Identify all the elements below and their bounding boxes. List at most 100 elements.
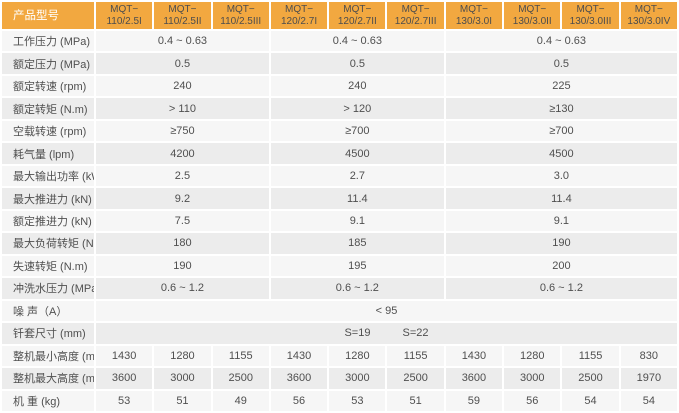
spec-value-cell: 0.6 ~ 1.2: [270, 278, 444, 299]
spec-value-cell: ≥700: [270, 120, 444, 142]
col-header: MQT− 110/2.5II: [154, 2, 211, 29]
spec-value-cell: 53: [96, 390, 153, 411]
table-row: 空载转速 (rpm) ≥750 ≥700 ≥700: [2, 120, 677, 142]
spec-value-cell: 1280: [154, 345, 211, 367]
spec-value-cell: 0.5: [270, 53, 444, 74]
col-header: MQT− 120/2.7III: [387, 2, 444, 29]
spec-value-cell: 2.7: [270, 165, 444, 187]
spec-value-cell: 4500: [270, 143, 444, 164]
spec-value-cell: 53: [329, 390, 386, 411]
spec-value-cell: 11.4: [445, 188, 677, 209]
table-row: 最大推进力 (kN) 9.2 11.4 11.4: [2, 188, 677, 209]
sleeve-size-value: S=22: [402, 327, 429, 340]
col-header: MQT− 110/2.5I: [96, 2, 153, 29]
spec-value-cell: ≥700: [445, 120, 677, 142]
spec-value-cell: 1430: [96, 345, 153, 367]
table-row: 额定推进力 (kN) 7.5 9.1 9.1: [2, 210, 677, 232]
table-row: 噪 声（A） < 95: [2, 300, 677, 322]
spec-value-cell: 1155: [387, 345, 444, 367]
spec-value-cell: > 120: [270, 98, 444, 119]
spec-value-cell: ≥750: [96, 120, 269, 142]
row-label: 额定转矩 (N.m): [2, 98, 94, 119]
table-row: 工作压力 (MPa) 0.4 ~ 0.63 0.4 ~ 0.63 0.4 ~ 0.63: [2, 31, 677, 52]
spec-value-cell: 56: [270, 390, 328, 411]
spec-value-cell: 11.4: [270, 188, 444, 209]
table-row: 失速转矩 (N.m) 190 195 200: [2, 255, 677, 277]
row-label: 工作压力 (MPa): [2, 31, 94, 52]
spec-value-cell: 2500: [212, 368, 269, 389]
spec-value-cell: 9.1: [270, 210, 444, 232]
row-label: 整机最大高度 (mm): [2, 368, 94, 389]
row-label: 整机最小高度 (mm): [2, 345, 94, 367]
product-model-header-label: 产品型号: [2, 2, 94, 29]
spec-value-cell: 240: [96, 75, 269, 97]
spec-value-cell: > 110: [96, 98, 269, 119]
spec-value-cell: 54: [620, 390, 677, 411]
spec-value-cell: 3600: [96, 368, 153, 389]
row-label: 额定转速 (rpm): [2, 75, 94, 97]
col-header: MQT− 130/3.0III: [562, 2, 619, 29]
table-row: 额定压力 (MPa) 0.5 0.5 0.5: [2, 53, 677, 74]
spec-value-cell: 0.4 ~ 0.63: [270, 31, 444, 52]
col-header: MQT− 110/2.5III: [212, 2, 269, 29]
row-label: 失速转矩 (N.m): [2, 255, 94, 277]
spec-value-cell: 51: [387, 390, 444, 411]
row-label: 额定推进力 (kN): [2, 210, 94, 232]
spec-value-cell: 190: [96, 255, 269, 277]
spec-value-cell: 3600: [270, 368, 328, 389]
row-label: 钎套尺寸 (mm): [2, 323, 94, 344]
spec-value-cell: 1280: [504, 345, 561, 367]
spec-value-cell: 4200: [96, 143, 269, 164]
spec-value-cell: 1280: [329, 345, 386, 367]
spec-value-cell: ≥130: [445, 98, 677, 119]
col-header: MQT− 120/2.7I: [270, 2, 328, 29]
spec-value-cell: 4500: [445, 143, 677, 164]
row-label: 额定压力 (MPa): [2, 53, 94, 74]
spec-value-cell: 1970: [620, 368, 677, 389]
spec-value-cell: < 95: [96, 300, 677, 322]
spec-value-cell: 0.6 ~ 1.2: [445, 278, 677, 299]
spec-value-cell: 0.4 ~ 0.63: [96, 31, 269, 52]
row-label: 冲洗水压力 (MPa): [2, 278, 94, 299]
spec-value-cell: 2500: [387, 368, 444, 389]
spec-value-cell: 3600: [445, 368, 503, 389]
table-row: 耗气量 (lpm) 4200 4500 4500: [2, 143, 677, 164]
spec-value-cell: 830: [620, 345, 677, 367]
spec-value-cell: 0.6 ~ 1.2: [96, 278, 269, 299]
spec-value-cell: 9.2: [96, 188, 269, 209]
table-row: 冲洗水压力 (MPa) 0.6 ~ 1.2 0.6 ~ 1.2 0.6 ~ 1.2: [2, 278, 677, 299]
col-header: MQT− 130/3.0I: [445, 2, 503, 29]
spec-value-cell: 195: [270, 255, 444, 277]
spec-value-cell: 200: [445, 255, 677, 277]
row-label: 最大负荷转矩 (N.m): [2, 233, 94, 254]
table-row: 最大输出功率 (kW)2.52.73.0: [2, 165, 677, 187]
spec-value-cell: 1155: [562, 345, 619, 367]
spec-value-cell: 9.1: [445, 210, 677, 232]
row-label: 最大推进力 (kN): [2, 188, 94, 209]
spec-table-body: 工作压力 (MPa) 0.4 ~ 0.63 0.4 ~ 0.63 0.4 ~ 0.63…: [2, 31, 677, 411]
spec-value-cell: 49: [212, 390, 269, 411]
spec-value-cell: 190: [445, 233, 677, 254]
table-row: 钎套尺寸 (mm) S=19 S=22: [2, 323, 677, 344]
spec-value-cell: 0.5: [445, 53, 677, 74]
row-label: 最大输出功率 (kW): [2, 165, 94, 187]
col-header: MQT− 130/3.0IV: [620, 2, 677, 29]
spec-value-cell: 59: [445, 390, 503, 411]
spec-value-cell: S=19 S=22: [96, 323, 677, 344]
spec-value-cell: 3000: [154, 368, 211, 389]
spec-value-cell: 180: [96, 233, 269, 254]
spec-value-cell: 185: [270, 233, 444, 254]
spec-value-cell: 3.0: [445, 165, 677, 187]
spec-value-cell: 2.5: [96, 165, 269, 187]
row-label: 噪 声（A）: [2, 300, 94, 322]
table-row: 额定转矩 (N.m) > 110 > 120 ≥130: [2, 98, 677, 119]
table-row: 整机最小高度 (mm)14301280115514301280115514301…: [2, 345, 677, 367]
col-header: MQT− 130/3.0II: [504, 2, 561, 29]
spec-value-cell: 56: [504, 390, 561, 411]
table-row: 额定转速 (rpm) 240 240 225: [2, 75, 677, 97]
spec-value-cell: 1430: [445, 345, 503, 367]
spec-value-cell: 0.4 ~ 0.63: [445, 31, 677, 52]
table-row: 整机最大高度 (mm)36003000250036003000250036003…: [2, 368, 677, 389]
